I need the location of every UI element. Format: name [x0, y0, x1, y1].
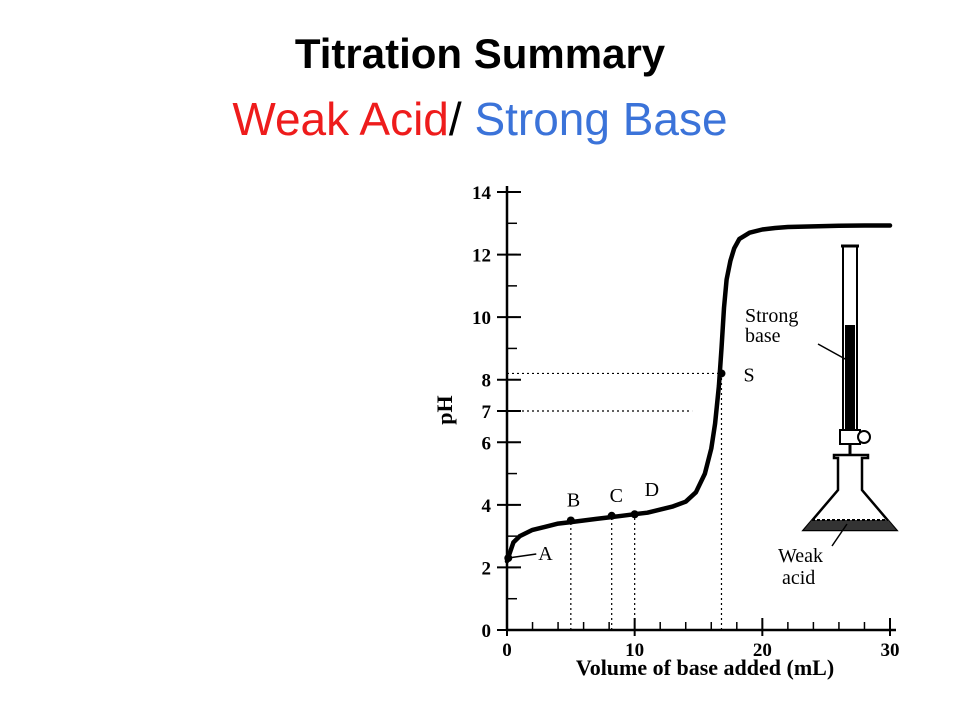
x-tick-label: 10	[625, 640, 644, 661]
y-tick-label: 2	[482, 558, 492, 579]
flask-label-acid: acid	[782, 567, 815, 589]
point-b	[566, 516, 575, 525]
titration-curve	[504, 223, 893, 564]
curve-group	[504, 223, 893, 564]
flask-label-weak: Weak	[778, 545, 823, 567]
labeled-points: A B C D S	[504, 364, 755, 565]
x-tick-label: 20	[753, 640, 772, 661]
y-tick-label: 8	[482, 371, 492, 392]
point-a-pointer	[508, 553, 537, 559]
point-label-d: D	[645, 479, 659, 501]
subtitle-weak-acid: Weak Acid	[232, 93, 449, 145]
titration-chart-svg: 0 2 4 6 7 8 10 12 14 0 10 20 30 A B C D S Volume of base…	[432, 183, 900, 680]
burette-label-strong: Strong	[745, 305, 798, 327]
burette-pointer	[817, 343, 848, 361]
point-d	[630, 510, 639, 519]
y-tick-label: 10	[472, 308, 491, 329]
point-label-a: A	[538, 543, 553, 565]
guide-lines	[507, 372, 723, 630]
flask-pointer	[831, 523, 848, 547]
point-s	[717, 369, 726, 378]
x-tick-label: 0	[502, 640, 512, 661]
point-label-c: C	[610, 485, 623, 507]
burette-illustration	[839, 244, 871, 456]
chart-axes: 0 2 4 6 7 8 10 12 14 0 10 20 30	[472, 183, 900, 661]
y-tick-label: 6	[482, 433, 492, 454]
y-tick-label: 12	[472, 246, 491, 267]
x-tick-label: 30	[881, 640, 900, 661]
y-axis-label: pH	[432, 395, 457, 424]
point-label-s: S	[743, 364, 754, 386]
subtitle-strong-base: Strong Base	[474, 93, 728, 145]
y-tick-label: 14	[472, 183, 492, 204]
point-c	[607, 511, 616, 520]
x-axis-label: Volume of base added (mL)	[576, 655, 834, 680]
y-tick-label: 0	[482, 621, 492, 642]
point-label-b: B	[567, 490, 580, 512]
slide-title: Titration Summary	[294, 30, 666, 77]
subtitle-separator: /	[448, 93, 475, 145]
slide-subtitle: Weak Acid/ Strong Base	[0, 92, 960, 146]
y-tick-label: 4	[482, 496, 492, 517]
flask-illustration	[801, 453, 899, 532]
y-tick-label: 7	[482, 402, 492, 423]
burette-label-base: base	[745, 325, 781, 347]
